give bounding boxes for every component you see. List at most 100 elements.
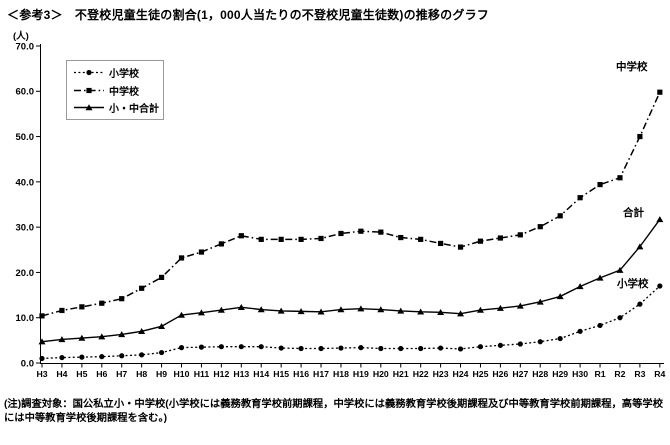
circle-marker	[537, 339, 543, 345]
square-marker	[438, 240, 444, 247]
x-tick-label: H21	[393, 369, 409, 379]
triangle-marker	[138, 328, 146, 334]
square-marker	[139, 285, 145, 291]
x-tick-label: H9	[156, 369, 167, 379]
square-marker	[338, 230, 344, 237]
x-tick-label: H7	[116, 369, 127, 379]
square-marker	[597, 181, 603, 188]
triangle-marker	[277, 307, 285, 314]
circle-marker	[198, 344, 205, 350]
square-marker	[99, 300, 105, 306]
x-tick-label: H15	[273, 369, 289, 379]
circle-marker	[39, 355, 45, 362]
triangle-marker	[178, 311, 186, 318]
y-tick-label: 30.0	[16, 223, 35, 234]
x-tick-label: H17	[313, 369, 329, 379]
square-marker	[398, 234, 404, 241]
triangle-marker	[158, 323, 166, 330]
series-markers-total	[38, 216, 664, 345]
x-tick-label: R2	[614, 369, 625, 379]
triangle-marker	[576, 283, 584, 290]
x-tick-label: H13	[233, 369, 249, 379]
circle-marker	[557, 335, 563, 342]
square-marker	[278, 236, 284, 242]
legend-label-total: 小・中合計	[109, 103, 159, 115]
circle-marker	[617, 315, 623, 321]
circle-marker	[79, 354, 85, 360]
circle-marker	[258, 344, 264, 350]
x-tick-label: H16	[293, 369, 309, 379]
circle-marker	[577, 328, 583, 334]
square-marker	[238, 233, 244, 239]
x-tick-label: R1	[594, 369, 605, 379]
triangle-marker	[357, 305, 365, 312]
circle-marker	[477, 344, 484, 350]
square-marker	[258, 236, 264, 242]
square-marker	[298, 236, 304, 242]
circle-marker	[178, 345, 185, 351]
circle-marker	[438, 345, 444, 351]
circle-marker	[378, 345, 384, 352]
series-markers-junior-high	[39, 89, 663, 319]
x-tick-label: R4	[654, 369, 665, 379]
x-tick-label: R3	[634, 369, 645, 379]
triangle-marker	[636, 243, 644, 250]
y-tick-label: 20.0	[16, 268, 35, 279]
y-tick-label: 70.0	[16, 41, 35, 52]
circle-marker	[338, 345, 344, 351]
square-marker	[86, 87, 92, 93]
square-marker	[198, 249, 205, 255]
triangle-marker	[536, 298, 544, 305]
triangle-marker	[556, 293, 564, 300]
circle-marker	[278, 345, 284, 351]
y-tick-label: 0.0	[21, 358, 34, 369]
triangle-marker	[437, 308, 445, 315]
triangle-marker	[98, 333, 106, 340]
square-marker	[318, 235, 324, 242]
survey-scope-note: (注)調査対象：国公私立小・中学校(小学校には義務教育学校前期課程，中学校には義…	[4, 399, 663, 424]
x-tick-label: H19	[353, 369, 369, 379]
circle-marker	[497, 342, 503, 348]
series-markers-elementary	[39, 283, 663, 362]
square-marker	[457, 244, 464, 250]
series-line-total	[41, 219, 661, 343]
square-marker	[637, 133, 643, 140]
x-tick-label: H6	[96, 369, 107, 379]
x-tick-label: H14	[253, 369, 269, 379]
triangle-marker	[297, 308, 305, 315]
x-tick-label: H28	[532, 369, 548, 379]
triangle-marker	[616, 266, 624, 273]
triangle-marker	[417, 308, 425, 315]
circle-marker	[59, 354, 65, 361]
square-marker	[218, 241, 224, 247]
x-tick-label: H18	[333, 369, 349, 379]
triangle-marker	[596, 274, 604, 281]
square-marker	[418, 236, 424, 242]
total-solid-triangle-line-icon	[74, 103, 104, 110]
series-annotation-junior-high: 中学校	[616, 61, 648, 73]
x-tick-label: H5	[76, 369, 87, 379]
triangle-marker	[38, 338, 46, 345]
legend: 小学校 中学校 小・中合計	[66, 60, 164, 120]
x-tick-label: H30	[572, 369, 588, 379]
x-tick-label: H4	[56, 369, 67, 379]
triangle-marker	[656, 216, 664, 223]
x-tick-label: H29	[552, 369, 568, 379]
square-marker	[178, 255, 185, 261]
y-tick-label: 40.0	[16, 177, 35, 188]
x-tick-label: H12	[213, 369, 229, 379]
triangle-marker	[337, 306, 345, 313]
x-tick-label: H25	[472, 369, 488, 379]
x-tick-label: H24	[453, 369, 469, 379]
square-marker	[557, 213, 563, 219]
circle-marker	[457, 346, 464, 352]
square-marker	[657, 89, 663, 95]
square-marker	[119, 296, 125, 302]
legend-label-elementary: 小学校	[109, 69, 139, 81]
triangle-marker	[476, 306, 484, 313]
circle-marker	[86, 70, 92, 76]
square-marker	[517, 232, 523, 238]
y-tick-label: 50.0	[16, 132, 35, 143]
